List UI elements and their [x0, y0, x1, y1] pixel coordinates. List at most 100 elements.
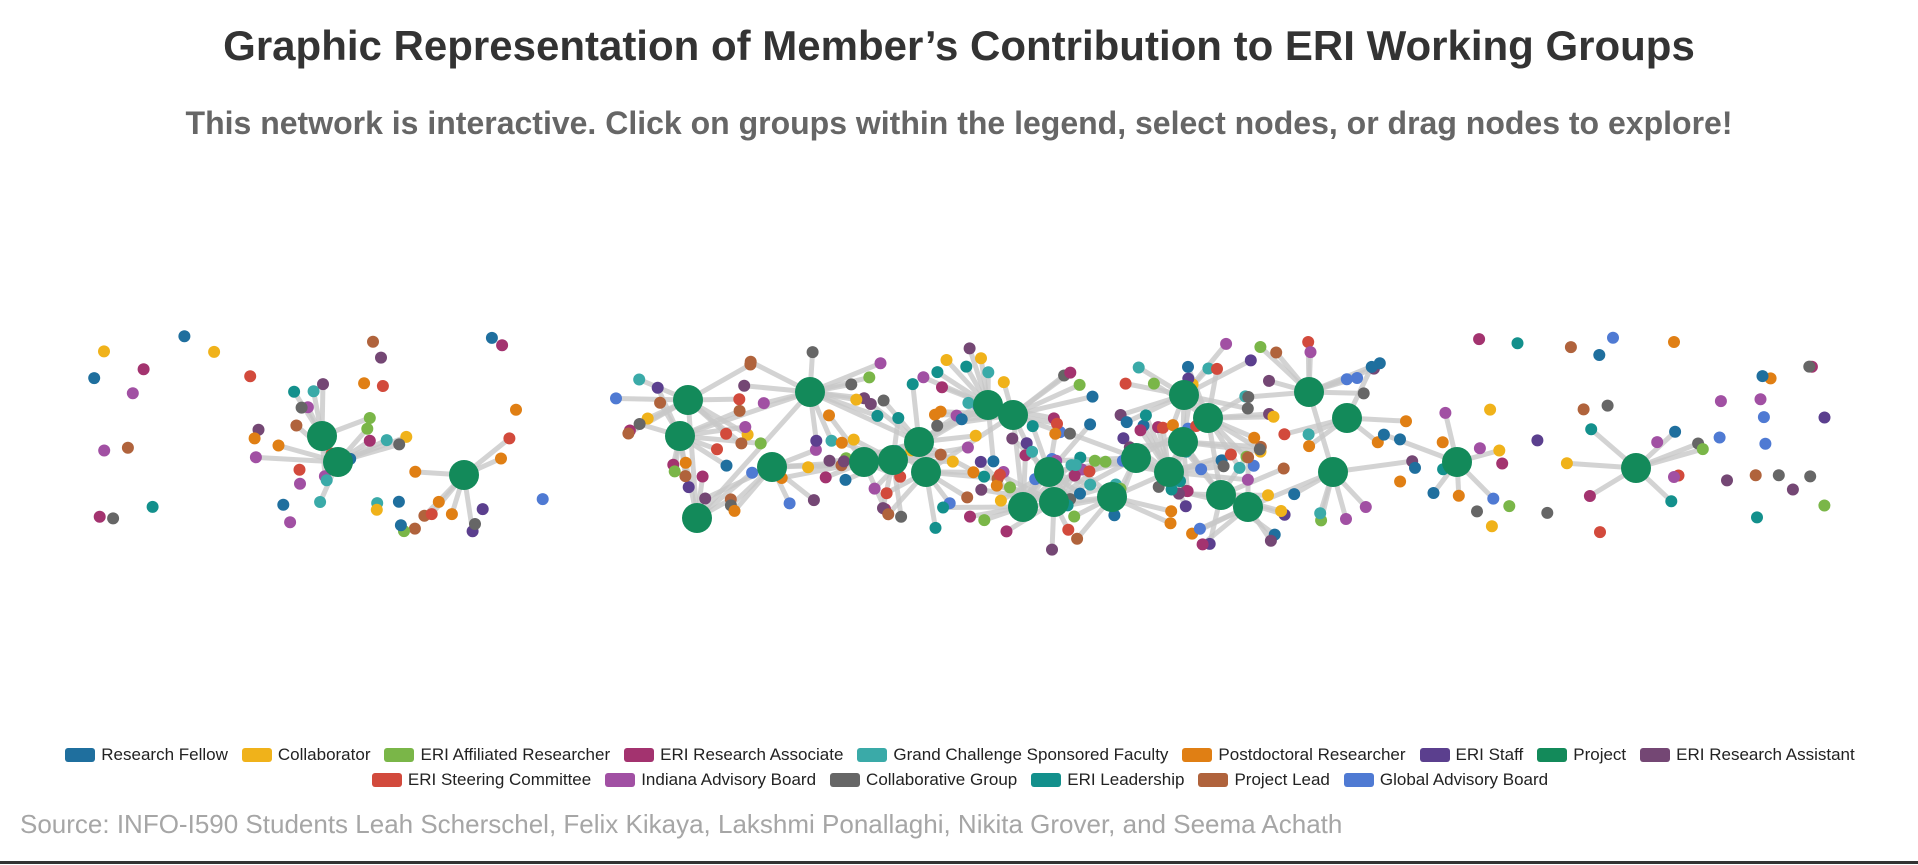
project-node[interactable]: [1318, 457, 1348, 487]
member-node[interactable]: [1166, 419, 1179, 432]
member-node[interactable]: [363, 412, 376, 424]
member-node[interactable]: [1063, 427, 1076, 440]
member-node[interactable]: [1233, 461, 1246, 474]
member-node[interactable]: [288, 385, 301, 398]
member-node[interactable]: [1242, 391, 1255, 403]
member-node[interactable]: [969, 429, 982, 442]
member-node[interactable]: [892, 412, 905, 424]
member-node[interactable]: [503, 432, 516, 445]
member-node[interactable]: [1083, 465, 1096, 478]
member-node[interactable]: [1147, 377, 1160, 390]
member-node[interactable]: [393, 438, 406, 451]
member-node[interactable]: [178, 330, 191, 343]
legend-item[interactable]: ERI Research Assistant: [1640, 745, 1855, 765]
member-node[interactable]: [1818, 499, 1831, 512]
member-node[interactable]: [1134, 424, 1147, 437]
member-node[interactable]: [1224, 448, 1237, 461]
project-node[interactable]: [1294, 377, 1324, 407]
member-node[interactable]: [1270, 346, 1283, 359]
member-node[interactable]: [1452, 489, 1465, 502]
member-node[interactable]: [1607, 331, 1619, 344]
member-node[interactable]: [510, 403, 522, 416]
member-node[interactable]: [1241, 402, 1254, 415]
member-node[interactable]: [917, 371, 930, 384]
member-node[interactable]: [839, 473, 852, 486]
member-node[interactable]: [1263, 374, 1275, 387]
member-node[interactable]: [1073, 378, 1086, 391]
member-node[interactable]: [975, 483, 988, 496]
member-node[interactable]: [1560, 457, 1573, 470]
member-node[interactable]: [1217, 460, 1230, 473]
member-node[interactable]: [1803, 360, 1816, 373]
member-node[interactable]: [1594, 526, 1606, 539]
member-node[interactable]: [1427, 487, 1440, 499]
member-node[interactable]: [823, 409, 835, 422]
member-node[interactable]: [837, 455, 850, 468]
member-node[interactable]: [1601, 399, 1614, 412]
member-node[interactable]: [146, 500, 159, 513]
member-node[interactable]: [990, 479, 1003, 492]
legend-item[interactable]: Collaborator: [241, 745, 370, 765]
network-graph[interactable]: [0, 160, 1918, 740]
member-node[interactable]: [1577, 403, 1590, 416]
member-node[interactable]: [1302, 428, 1315, 441]
member-node[interactable]: [1585, 423, 1598, 436]
project-node[interactable]: [1008, 492, 1038, 522]
member-node[interactable]: [1400, 415, 1412, 428]
member-node[interactable]: [633, 373, 646, 386]
member-node[interactable]: [809, 443, 822, 456]
member-node[interactable]: [931, 366, 944, 379]
member-node[interactable]: [1531, 434, 1544, 447]
member-node[interactable]: [317, 378, 329, 391]
project-node[interactable]: [1034, 457, 1064, 487]
member-node[interactable]: [757, 397, 770, 410]
member-node[interactable]: [994, 494, 1007, 507]
member-node[interactable]: [307, 385, 320, 398]
member-node[interactable]: [284, 516, 297, 529]
project-node[interactable]: [1206, 480, 1236, 510]
member-node[interactable]: [244, 370, 257, 383]
member-node[interactable]: [277, 498, 290, 511]
member-node[interactable]: [1071, 532, 1084, 545]
member-node[interactable]: [485, 331, 498, 344]
member-node[interactable]: [982, 366, 995, 379]
legend-item[interactable]: Global Advisory Board: [1343, 770, 1548, 790]
member-node[interactable]: [361, 422, 374, 435]
member-node[interactable]: [295, 401, 308, 414]
member-node[interactable]: [934, 405, 947, 418]
member-node[interactable]: [1314, 507, 1327, 520]
member-node[interactable]: [1394, 475, 1407, 488]
member-node[interactable]: [1244, 354, 1257, 367]
member-node[interactable]: [845, 378, 858, 391]
member-node[interactable]: [496, 339, 509, 352]
member-node[interactable]: [937, 501, 950, 514]
member-node[interactable]: [871, 409, 884, 422]
member-node[interactable]: [1473, 442, 1486, 455]
member-node[interactable]: [978, 514, 991, 527]
member-node[interactable]: [1006, 432, 1019, 445]
member-node[interactable]: [739, 421, 752, 433]
member-node[interactable]: [974, 455, 987, 468]
project-node[interactable]: [878, 445, 908, 475]
project-node[interactable]: [904, 427, 934, 457]
project-node[interactable]: [323, 447, 353, 477]
legend-item[interactable]: ERI Leadership: [1031, 770, 1184, 790]
member-node[interactable]: [400, 430, 413, 443]
member-node[interactable]: [1099, 455, 1112, 468]
member-node[interactable]: [895, 510, 908, 523]
member-node[interactable]: [272, 439, 285, 452]
member-node[interactable]: [425, 508, 438, 521]
member-node[interactable]: [1751, 511, 1763, 524]
member-node[interactable]: [936, 381, 948, 394]
member-node[interactable]: [1564, 341, 1577, 354]
member-node[interactable]: [93, 510, 106, 523]
member-node[interactable]: [806, 346, 819, 359]
member-node[interactable]: [1120, 416, 1133, 429]
member-node[interactable]: [882, 508, 895, 521]
member-node[interactable]: [961, 491, 974, 504]
member-node[interactable]: [1193, 522, 1206, 535]
member-node[interactable]: [1004, 481, 1016, 494]
member-node[interactable]: [1786, 483, 1799, 496]
member-node[interactable]: [810, 434, 823, 447]
member-node[interactable]: [375, 351, 387, 364]
